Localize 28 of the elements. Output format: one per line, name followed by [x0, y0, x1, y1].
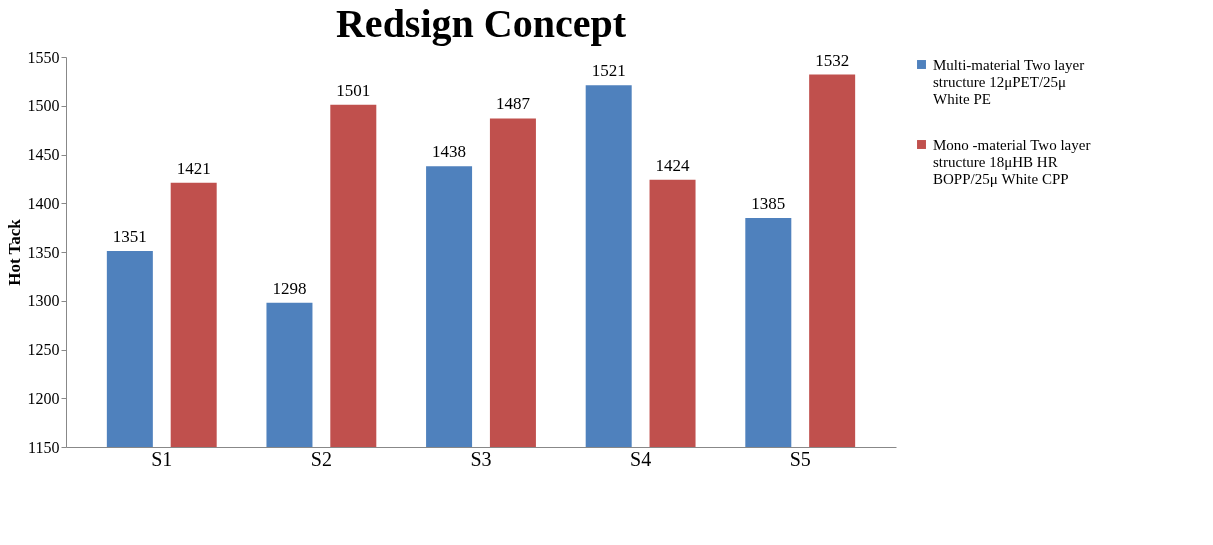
data-label: 1438: [432, 142, 467, 162]
data-label: 1424: [655, 155, 691, 175]
data-label: 1487: [495, 94, 531, 114]
x-tick-label: S2: [310, 447, 332, 470]
y-tick-label: 1300: [27, 292, 60, 310]
data-label: 1421: [176, 158, 211, 178]
chart-title: Redsign Concept: [335, 1, 627, 46]
y-tick-label: 1450: [27, 146, 60, 163]
y-tick-label: 1400: [27, 194, 60, 212]
y-tick-label: 1550: [27, 48, 60, 66]
y-axis-title: Hot Tack: [4, 218, 24, 286]
legend-label: Multi-material Two layer structure 12μPET/25μ White PE: [933, 56, 1085, 107]
x-tick-label: S3: [470, 447, 492, 470]
y-tick-label: 1250: [27, 341, 60, 358]
x-tick-label: S1: [151, 447, 173, 470]
y-tick-label: 1200: [27, 389, 60, 407]
x-tick-label: S4: [630, 447, 652, 470]
y-tick-label: 1500: [27, 97, 60, 115]
legend-label: Mono -material Two layer structure 18μHB HR BOPP/25μ White CPP: [933, 136, 1091, 187]
data-label: 1532: [815, 50, 850, 70]
data-label: 1385: [751, 193, 786, 213]
data-label: 1351: [112, 227, 147, 247]
x-tick-label: S5: [789, 447, 811, 470]
y-tick-label: 1150: [28, 438, 60, 456]
data-label: 1521: [591, 61, 626, 81]
data-label: 1298: [272, 278, 307, 298]
y-tick-label: 1350: [27, 243, 60, 261]
data-label: 1501: [336, 80, 371, 100]
